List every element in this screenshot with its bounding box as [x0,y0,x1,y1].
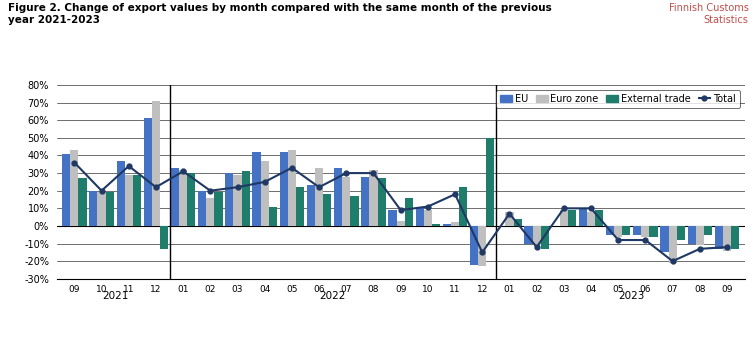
Bar [579,208,587,226]
Bar [704,226,712,235]
Bar [614,226,622,237]
Bar [323,194,331,226]
Bar [225,173,234,226]
Bar [559,210,568,226]
Bar [432,224,440,226]
Bar [541,226,549,249]
Bar [370,170,377,226]
Bar [532,226,541,245]
Bar [315,168,323,226]
Bar [361,176,370,226]
Bar [649,226,658,237]
Bar [668,226,677,263]
Bar [261,161,269,226]
Bar [125,175,133,226]
Bar [424,210,432,226]
Bar [731,226,739,249]
Bar [525,226,532,243]
Bar [307,185,315,226]
Bar [634,226,641,235]
Bar [116,161,125,226]
Bar [342,176,350,226]
Bar [389,210,397,226]
Bar [98,192,106,226]
Bar [253,152,261,226]
Bar [377,178,386,226]
Text: 2022: 2022 [320,291,346,301]
Bar [215,192,222,226]
Bar [70,150,79,226]
Bar [152,101,160,226]
Bar [470,226,479,265]
Bar [459,187,467,226]
Bar [106,192,114,226]
Text: Figure 2. Change of export values by month compared with the same month of the p: Figure 2. Change of export values by mon… [8,3,551,25]
Bar [451,222,459,226]
Bar [505,212,513,226]
Bar [350,196,358,226]
Bar [479,226,486,267]
Bar [696,226,704,245]
Bar [587,212,595,226]
Text: 2021: 2021 [102,291,129,301]
Bar [443,224,451,226]
Bar [513,219,522,226]
Bar [296,187,304,226]
Bar [171,168,179,226]
Bar [677,226,685,240]
Bar [641,226,649,237]
Bar [606,226,614,235]
Text: 2023: 2023 [618,291,645,301]
Bar [595,210,603,226]
Bar [397,221,404,226]
Bar [416,208,424,226]
Bar [133,175,141,226]
Bar [404,198,413,226]
Bar [622,226,631,235]
Bar [242,171,249,226]
Bar [89,191,98,226]
Bar [198,191,206,226]
Bar [723,226,731,251]
Bar [660,226,668,252]
Bar [179,170,187,226]
Bar [334,168,342,226]
Bar [79,178,87,226]
Text: Finnish Customs
Statistics: Finnish Customs Statistics [668,3,748,25]
Bar [486,138,494,226]
Bar [160,226,168,249]
Bar [144,118,152,226]
Bar [568,210,576,226]
Bar [206,198,215,226]
Bar [62,154,70,226]
Bar [687,226,696,243]
Bar [280,152,288,226]
Legend: EU, Euro zone, External trade, Total: EU, Euro zone, External trade, Total [497,90,740,108]
Bar [234,175,242,226]
Bar [269,207,277,226]
Bar [187,173,195,226]
Bar [288,150,296,226]
Bar [714,226,723,249]
